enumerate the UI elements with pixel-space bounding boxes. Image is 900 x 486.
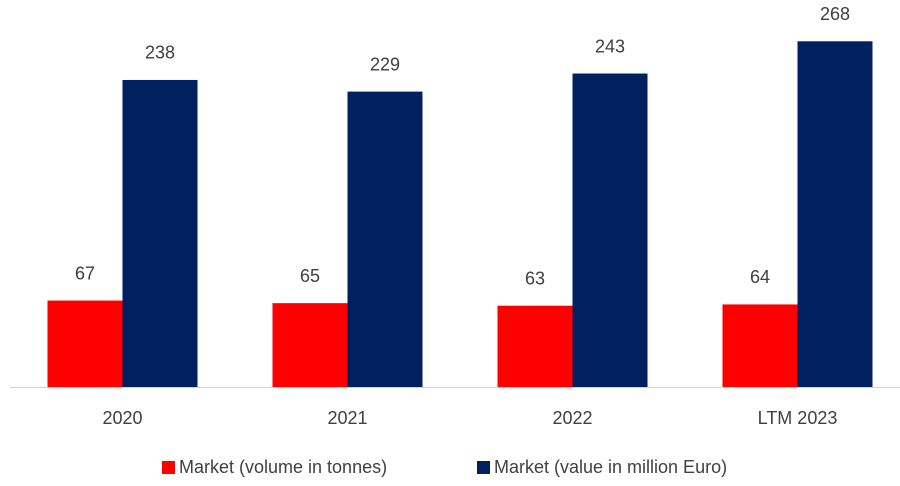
data-label: 268 [820,4,850,24]
legend-label: Market (value in million Euro) [494,457,727,477]
bar [722,304,798,387]
bar [572,73,648,387]
bar [47,300,123,387]
bar [272,303,348,387]
data-label: 65 [300,266,320,286]
data-label: 229 [370,54,400,74]
x-tick-label: 2020 [102,408,142,428]
bar [347,91,423,387]
legend-swatch [477,461,490,474]
bar [497,305,573,387]
bar [122,79,198,387]
x-tick-label: 2021 [327,408,367,428]
data-label: 67 [75,263,95,283]
data-label: 238 [145,43,175,63]
data-label: 63 [525,268,545,288]
data-label: 243 [595,36,625,56]
x-tick-label: LTM 2023 [758,408,838,428]
legend-swatch [162,461,175,474]
x-tick-label: 2022 [552,408,592,428]
legend-label: Market (volume in tonnes) [179,457,387,477]
data-label: 64 [750,267,770,287]
bar [797,41,873,387]
